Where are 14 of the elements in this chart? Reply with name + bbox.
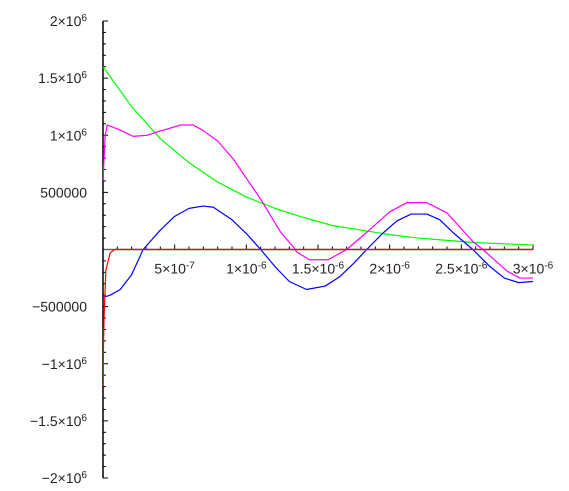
y-tick-label: −2×10$^{6}$ bbox=[42, 470, 88, 486]
x-tick-label: 2×10$^{-6}$ bbox=[369, 260, 410, 276]
y-tick-label: −500000 bbox=[32, 298, 88, 315]
y-tick-label: 500000 bbox=[40, 184, 88, 200]
y-tick-label: −1.5×10$^{6}$ bbox=[30, 412, 88, 429]
y-tick-label: 2×10$^{6}$ bbox=[50, 12, 88, 29]
x-tick-label: 1×10$^{-6}$ bbox=[226, 260, 267, 276]
y-tick-label: 1×10$^{6}$ bbox=[50, 126, 88, 144]
x-tick-label: 3×10$^{-6}$ bbox=[512, 260, 554, 276]
line-series bbox=[103, 66, 533, 246]
y-tick-label: −1×10$^{6}$ bbox=[42, 355, 88, 372]
y-tick-label: 1.5×10$^{6}$ bbox=[38, 70, 88, 86]
x-tick-label: 1.5×10$^{-6}$ bbox=[292, 260, 344, 276]
x-tick-label: 5×10$^{-7}$ bbox=[154, 260, 196, 276]
